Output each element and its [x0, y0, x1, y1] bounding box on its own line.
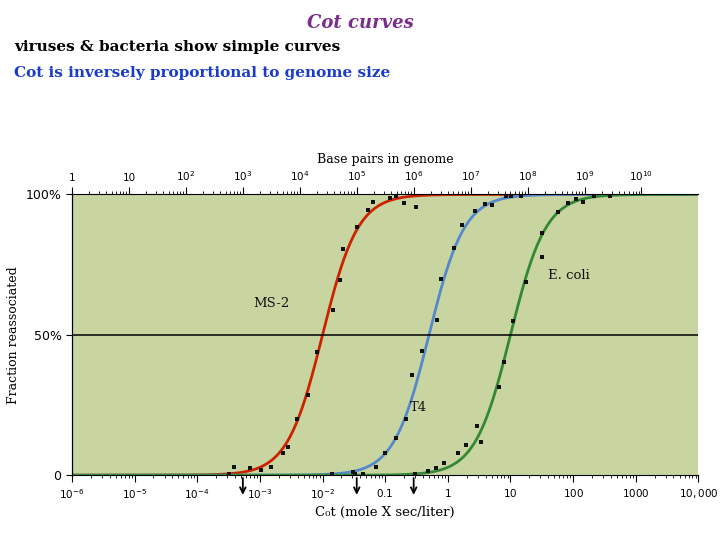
Point — [431, 316, 443, 325]
Point — [265, 463, 276, 471]
Point — [486, 200, 498, 209]
Point — [337, 245, 348, 254]
Text: T4: T4 — [410, 401, 428, 414]
Point — [366, 198, 378, 206]
Point — [400, 415, 412, 423]
Point — [472, 422, 483, 430]
Point — [476, 437, 487, 446]
Point — [536, 252, 548, 261]
Point — [577, 198, 589, 207]
Point — [453, 449, 464, 458]
Point — [351, 223, 363, 232]
Text: Cot curves: Cot curves — [307, 14, 413, 31]
Point — [326, 469, 338, 478]
Text: Cot is inversely proportional to genome size: Cot is inversely proportional to genome … — [14, 66, 391, 80]
Point — [469, 207, 480, 215]
Point — [604, 192, 616, 200]
Point — [357, 469, 369, 478]
Text: viruses & bacteria show simple curves: viruses & bacteria show simple curves — [14, 40, 341, 55]
Text: MS-2: MS-2 — [253, 296, 290, 310]
Point — [291, 414, 302, 423]
Point — [500, 192, 512, 200]
Point — [363, 206, 374, 214]
Point — [516, 192, 527, 200]
Point — [348, 468, 359, 476]
X-axis label: Base pairs in genome: Base pairs in genome — [317, 153, 454, 166]
Point — [416, 347, 428, 355]
X-axis label: C₀t (mole X sec/liter): C₀t (mole X sec/liter) — [315, 507, 455, 519]
Point — [256, 466, 267, 475]
Point — [390, 433, 402, 442]
Point — [282, 443, 294, 451]
Point — [410, 469, 421, 478]
Point — [552, 207, 563, 216]
Point — [335, 275, 346, 284]
Point — [562, 199, 573, 208]
Point — [390, 192, 401, 200]
Point — [223, 469, 235, 478]
Point — [507, 317, 518, 326]
Point — [277, 449, 289, 458]
Point — [449, 244, 460, 252]
Point — [228, 463, 240, 471]
Point — [431, 463, 442, 472]
Point — [349, 469, 361, 478]
Point — [570, 194, 582, 203]
Point — [244, 464, 256, 472]
Point — [406, 371, 418, 380]
Y-axis label: Fraction reassociated: Fraction reassociated — [7, 266, 20, 404]
Point — [436, 275, 447, 284]
Point — [460, 440, 472, 449]
Point — [410, 203, 422, 212]
Point — [302, 390, 314, 399]
Point — [438, 458, 449, 467]
Point — [493, 383, 505, 392]
Point — [456, 221, 468, 230]
Point — [536, 228, 548, 237]
Point — [505, 192, 517, 200]
Point — [423, 467, 434, 476]
Point — [370, 463, 382, 471]
Point — [379, 448, 390, 457]
Point — [398, 199, 410, 208]
Point — [327, 306, 338, 314]
Point — [521, 278, 532, 286]
Point — [498, 358, 510, 367]
Text: E. coli: E. coli — [548, 268, 590, 282]
Point — [480, 199, 491, 208]
Point — [588, 192, 600, 200]
Point — [311, 348, 323, 356]
Point — [384, 194, 396, 202]
